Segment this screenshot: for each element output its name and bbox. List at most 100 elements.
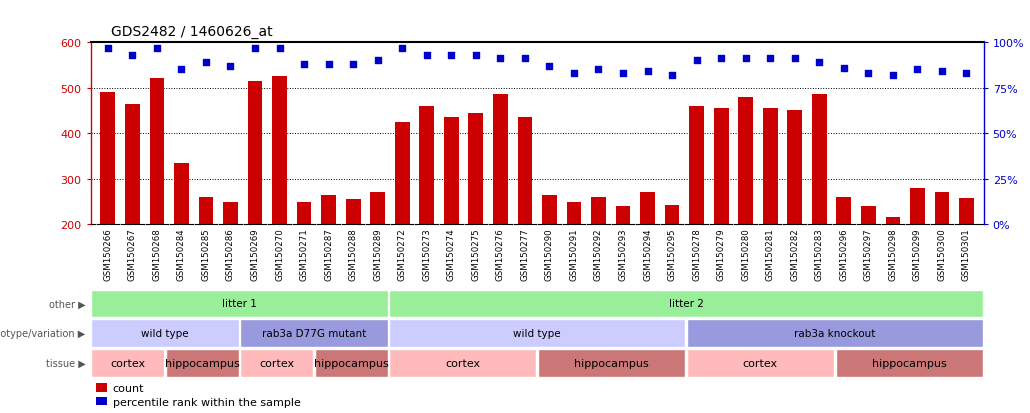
Text: GSM150292: GSM150292 <box>594 228 603 280</box>
Text: GSM150275: GSM150275 <box>472 228 480 280</box>
Bar <box>714 109 728 225</box>
Point <box>468 52 484 59</box>
Text: GSM150278: GSM150278 <box>692 228 701 280</box>
Text: wild type: wild type <box>141 328 188 338</box>
Bar <box>149 79 164 225</box>
Text: GSM150282: GSM150282 <box>790 228 799 280</box>
Point <box>517 56 534 63</box>
Bar <box>297 203 311 225</box>
Text: cortex: cortex <box>743 358 778 368</box>
Point <box>885 72 901 79</box>
Text: GSM150266: GSM150266 <box>103 228 112 280</box>
Text: GSM150277: GSM150277 <box>520 228 529 280</box>
Point <box>541 63 557 70</box>
Bar <box>591 197 606 225</box>
Text: cortex: cortex <box>110 358 145 368</box>
Bar <box>566 203 581 225</box>
Point <box>148 45 165 52</box>
Legend: count, percentile rank within the sample: count, percentile rank within the sample <box>96 383 301 407</box>
Point <box>787 56 803 63</box>
Bar <box>493 94 508 225</box>
Text: litter 1: litter 1 <box>222 299 256 309</box>
Bar <box>371 193 385 225</box>
Text: GSM150270: GSM150270 <box>275 228 284 280</box>
Text: GSM150297: GSM150297 <box>864 228 872 280</box>
Text: GSM150267: GSM150267 <box>128 228 137 280</box>
Text: cortex: cortex <box>445 358 480 368</box>
Text: GSM150268: GSM150268 <box>152 228 162 280</box>
Text: GSM150290: GSM150290 <box>545 228 554 280</box>
Text: tissue ▶: tissue ▶ <box>45 358 85 368</box>
Bar <box>689 107 703 225</box>
Text: GSM150295: GSM150295 <box>667 228 677 280</box>
Point <box>713 56 729 63</box>
Bar <box>174 164 188 225</box>
Bar <box>125 104 140 225</box>
Bar <box>101 93 115 225</box>
Bar <box>763 109 778 225</box>
Text: GSM150283: GSM150283 <box>815 228 824 280</box>
Point <box>860 71 877 77</box>
Bar <box>444 118 458 225</box>
Point <box>934 69 951 75</box>
Bar <box>272 77 287 225</box>
Bar <box>321 195 336 225</box>
Point <box>835 65 852 72</box>
Bar <box>394 123 410 225</box>
Point <box>271 45 287 52</box>
Bar <box>664 205 680 225</box>
Bar <box>934 193 950 225</box>
Bar <box>314 349 387 377</box>
Text: litter 2: litter 2 <box>668 299 703 309</box>
Point <box>100 45 116 52</box>
Text: rab3a knockout: rab3a knockout <box>794 328 876 338</box>
Text: GSM150293: GSM150293 <box>618 228 627 280</box>
Text: GSM150288: GSM150288 <box>348 228 357 280</box>
Bar <box>469 114 483 225</box>
Text: GSM150287: GSM150287 <box>324 228 333 280</box>
Bar <box>247 82 263 225</box>
Bar <box>911 188 925 225</box>
Text: GSM150296: GSM150296 <box>839 228 849 280</box>
Text: hippocampus: hippocampus <box>165 358 240 368</box>
Bar <box>538 349 685 377</box>
Bar <box>92 290 387 317</box>
Text: hippocampus: hippocampus <box>314 358 388 368</box>
Point <box>565 71 582 77</box>
Text: GSM150274: GSM150274 <box>447 228 456 280</box>
Text: GSM150289: GSM150289 <box>373 228 382 280</box>
Bar <box>240 349 313 377</box>
Bar <box>787 111 802 225</box>
Point <box>443 52 459 59</box>
Point <box>247 45 264 52</box>
Bar <box>389 290 983 317</box>
Point <box>296 62 312 68</box>
Bar <box>166 349 239 377</box>
Bar <box>812 94 827 225</box>
Text: GSM150294: GSM150294 <box>643 228 652 280</box>
Point <box>615 71 631 77</box>
Text: GSM150280: GSM150280 <box>742 228 750 280</box>
Point <box>640 69 656 75</box>
Bar <box>419 107 434 225</box>
Point <box>124 52 140 59</box>
Text: other ▶: other ▶ <box>48 299 85 309</box>
Text: GSM150276: GSM150276 <box>495 228 505 280</box>
Text: GSM150273: GSM150273 <box>422 228 432 280</box>
Point <box>418 52 435 59</box>
Bar <box>616 206 630 225</box>
Text: GSM150284: GSM150284 <box>177 228 185 280</box>
Text: GSM150269: GSM150269 <box>250 228 260 280</box>
Text: GSM150301: GSM150301 <box>962 228 971 280</box>
Bar <box>199 197 213 225</box>
Point <box>173 67 190 74</box>
Text: hippocampus: hippocampus <box>871 358 947 368</box>
Point <box>590 67 607 74</box>
Bar <box>641 193 655 225</box>
Text: genotype/variation ▶: genotype/variation ▶ <box>0 328 85 338</box>
Point <box>393 45 410 52</box>
Text: GSM150285: GSM150285 <box>202 228 210 280</box>
Bar <box>835 349 983 377</box>
Bar <box>240 320 387 347</box>
Text: wild type: wild type <box>513 328 561 338</box>
